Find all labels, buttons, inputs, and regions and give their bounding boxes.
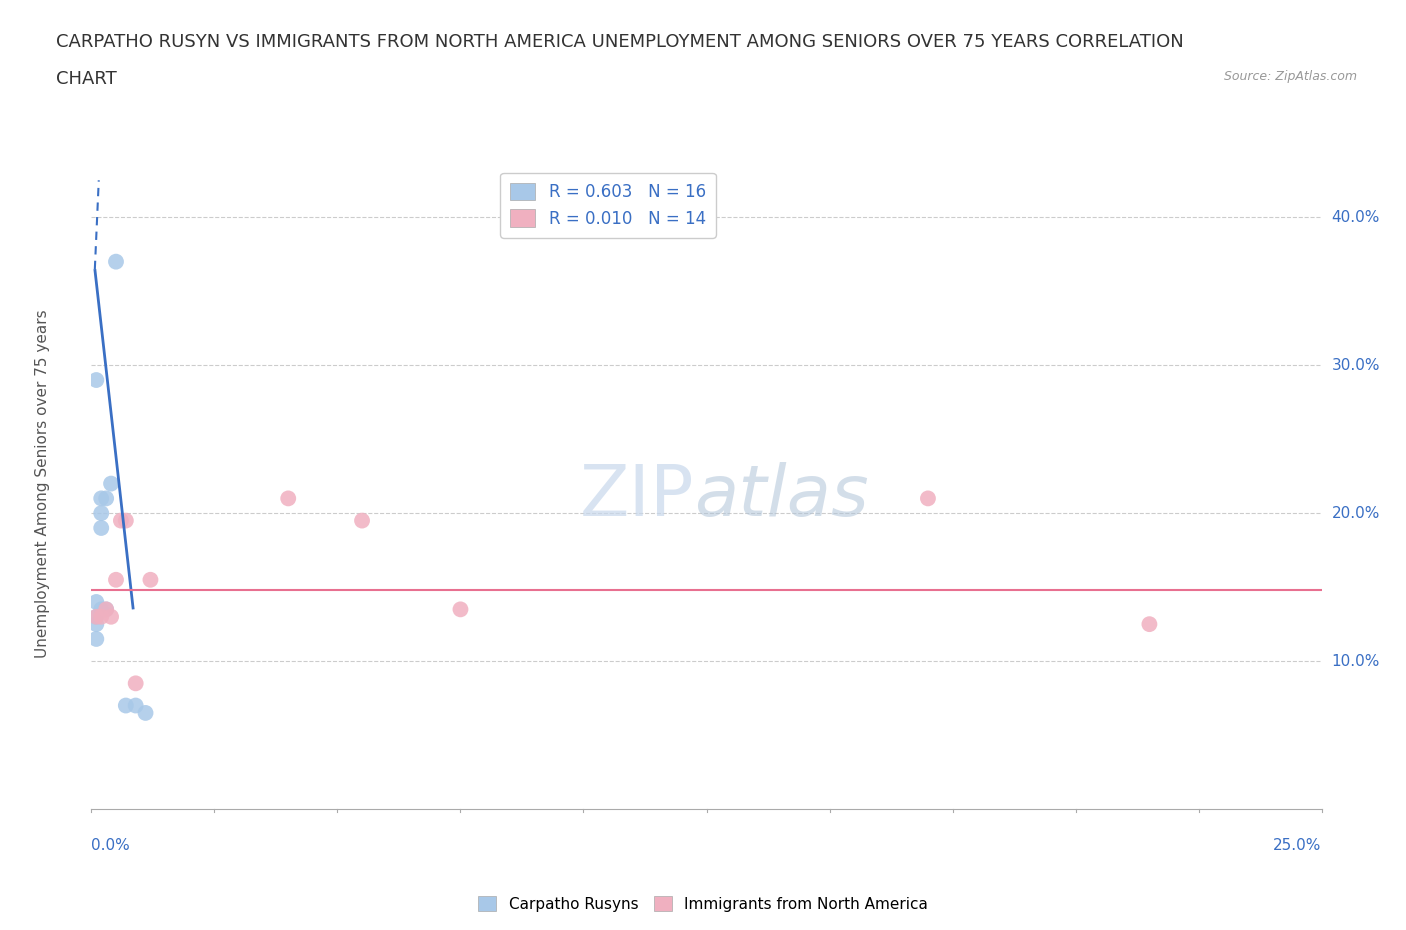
Point	[124, 676, 146, 691]
Text: atlas: atlas	[695, 462, 869, 531]
Point	[352, 513, 374, 528]
Point	[277, 491, 299, 506]
Point	[86, 609, 108, 624]
Point	[90, 602, 112, 617]
Text: 20.0%: 20.0%	[1331, 506, 1379, 521]
Point	[90, 506, 112, 521]
Text: 40.0%: 40.0%	[1331, 210, 1379, 225]
Text: Source: ZipAtlas.com: Source: ZipAtlas.com	[1223, 70, 1357, 83]
Point	[105, 254, 127, 269]
Point	[86, 617, 108, 631]
Point	[105, 572, 127, 587]
Point	[449, 602, 471, 617]
Point	[96, 602, 117, 617]
Text: 30.0%: 30.0%	[1331, 358, 1379, 373]
Point	[139, 572, 162, 587]
Point	[90, 491, 112, 506]
Point	[86, 609, 108, 624]
Point	[96, 491, 117, 506]
Point	[1139, 617, 1161, 631]
Text: 0.0%: 0.0%	[91, 839, 131, 854]
Text: 25.0%: 25.0%	[1274, 839, 1322, 854]
Point	[86, 631, 108, 646]
Point	[114, 698, 138, 713]
Text: 10.0%: 10.0%	[1331, 654, 1379, 669]
Point	[124, 698, 146, 713]
Point	[86, 373, 108, 388]
Text: CARPATHO RUSYN VS IMMIGRANTS FROM NORTH AMERICA UNEMPLOYMENT AMONG SENIORS OVER : CARPATHO RUSYN VS IMMIGRANTS FROM NORTH …	[56, 33, 1184, 50]
Point	[114, 513, 138, 528]
Point	[86, 594, 108, 609]
Legend: R = 0.603   N = 16, R = 0.010   N = 14: R = 0.603 N = 16, R = 0.010 N = 14	[501, 173, 716, 237]
Text: Unemployment Among Seniors over 75 years: Unemployment Among Seniors over 75 years	[35, 310, 49, 658]
Point	[110, 513, 132, 528]
Point	[135, 706, 156, 721]
Point	[96, 602, 117, 617]
Point	[917, 491, 939, 506]
Point	[100, 476, 122, 491]
Point	[90, 521, 112, 536]
Text: ZIP: ZIP	[579, 462, 695, 531]
Text: CHART: CHART	[56, 70, 117, 87]
Legend: Carpatho Rusyns, Immigrants from North America: Carpatho Rusyns, Immigrants from North A…	[472, 890, 934, 918]
Point	[100, 609, 122, 624]
Point	[90, 609, 112, 624]
